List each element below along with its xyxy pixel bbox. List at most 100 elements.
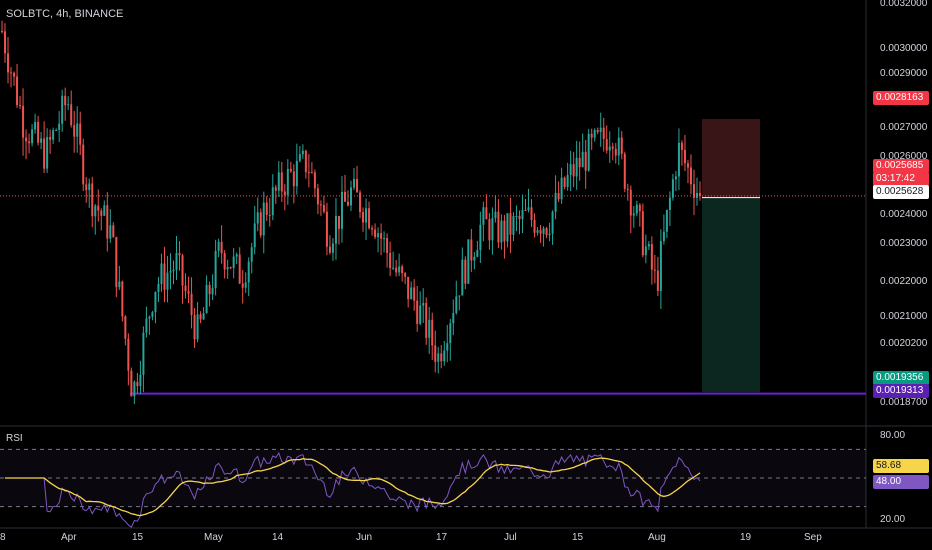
candle-body bbox=[560, 177, 563, 200]
candle-body bbox=[419, 305, 422, 324]
candle-body bbox=[286, 168, 289, 195]
candle-body bbox=[452, 312, 455, 324]
candle-body bbox=[350, 187, 352, 206]
candle-body bbox=[229, 267, 232, 269]
candle-body bbox=[103, 205, 106, 216]
candle-body bbox=[4, 31, 7, 54]
candle-body bbox=[416, 300, 419, 324]
candle-body bbox=[43, 138, 46, 169]
candle-body bbox=[593, 130, 596, 138]
time-label: Jun bbox=[356, 532, 373, 543]
stop-zone bbox=[702, 197, 760, 393]
time-label: Aug bbox=[648, 532, 666, 543]
candle-body bbox=[590, 133, 593, 138]
candle-body bbox=[389, 253, 392, 269]
candle-body bbox=[680, 142, 683, 150]
candle-body bbox=[446, 343, 449, 351]
candle-body bbox=[515, 215, 518, 217]
candle-body bbox=[662, 231, 665, 242]
candle-body bbox=[232, 256, 235, 268]
candle-body bbox=[187, 291, 190, 294]
candle-body bbox=[241, 283, 244, 288]
candle-body bbox=[461, 259, 464, 296]
candle-body bbox=[235, 254, 238, 257]
candle-body bbox=[262, 202, 265, 236]
candle-body bbox=[512, 216, 515, 235]
candle-body bbox=[554, 193, 557, 212]
candle-body bbox=[623, 153, 626, 189]
candle-body bbox=[497, 211, 500, 243]
candle-body bbox=[545, 228, 548, 236]
price-label: 0.0032000 bbox=[880, 0, 928, 9]
candle-body bbox=[280, 172, 283, 192]
time-label: 17 bbox=[436, 532, 448, 543]
candle-body bbox=[551, 211, 554, 234]
candle-body bbox=[578, 157, 581, 168]
candle-body bbox=[277, 172, 280, 191]
rsi-value-badge: 48.00 bbox=[873, 475, 929, 489]
candle-body bbox=[184, 285, 187, 292]
candle-body bbox=[214, 250, 217, 289]
candle-body bbox=[37, 122, 40, 143]
candle-body bbox=[686, 163, 689, 168]
candle-body bbox=[641, 211, 644, 256]
candle-body bbox=[617, 137, 620, 156]
candle-body bbox=[319, 204, 322, 206]
symbol-title[interactable]: SOLBTC, 4h, BINANCE bbox=[6, 8, 124, 20]
candle-body bbox=[626, 188, 629, 190]
candle-body bbox=[34, 122, 37, 130]
candle-body bbox=[340, 191, 343, 229]
candle-body bbox=[518, 215, 521, 220]
candle-body bbox=[368, 208, 371, 229]
candle-body bbox=[145, 318, 148, 333]
candle-body bbox=[289, 168, 292, 172]
candle-body bbox=[611, 146, 614, 149]
candle-body bbox=[88, 183, 91, 191]
candle-body bbox=[359, 192, 362, 213]
time-label: 15 bbox=[572, 532, 584, 543]
candle-body bbox=[674, 176, 677, 180]
candle-body bbox=[259, 212, 262, 236]
candle-body bbox=[100, 210, 103, 216]
candle-body bbox=[55, 130, 58, 132]
candle-body bbox=[386, 238, 389, 254]
candle-body bbox=[10, 72, 13, 74]
candle-body bbox=[133, 381, 136, 397]
candle-body bbox=[118, 281, 121, 288]
candle-body bbox=[644, 246, 647, 256]
candle-body bbox=[130, 370, 133, 397]
candle-countdown-badge: 03:17:42 bbox=[873, 172, 929, 186]
candle-body bbox=[569, 164, 572, 175]
candle-body bbox=[121, 281, 124, 317]
candle-body bbox=[67, 104, 70, 106]
candle-body bbox=[467, 239, 470, 284]
candle-body bbox=[208, 284, 211, 295]
candle-body bbox=[220, 241, 223, 254]
candle-body bbox=[524, 209, 527, 211]
candle-body bbox=[181, 255, 184, 286]
candle-body bbox=[31, 129, 34, 144]
candle-body bbox=[614, 148, 617, 156]
candle-body bbox=[292, 171, 295, 187]
candle-body bbox=[28, 141, 31, 144]
candle-body bbox=[79, 123, 82, 145]
candle-body bbox=[629, 189, 632, 216]
candle-body bbox=[322, 204, 325, 212]
candle-body bbox=[283, 191, 286, 195]
candle-body bbox=[620, 137, 623, 154]
candle-body bbox=[244, 282, 247, 288]
candle-body bbox=[148, 316, 151, 319]
candle-body bbox=[343, 191, 346, 202]
time-label: Apr bbox=[61, 532, 77, 543]
rsi-ma-badge: 58.68 bbox=[873, 459, 929, 473]
candle-body bbox=[94, 205, 97, 217]
candle-body bbox=[115, 237, 118, 288]
candle-body bbox=[223, 253, 226, 270]
rsi-title[interactable]: RSI bbox=[6, 433, 23, 444]
candle-body bbox=[365, 208, 368, 223]
candle-body bbox=[608, 146, 611, 151]
entry-price-badge: 0.0025628 bbox=[873, 185, 929, 199]
candle-body bbox=[632, 213, 635, 216]
candle-body bbox=[536, 230, 539, 233]
